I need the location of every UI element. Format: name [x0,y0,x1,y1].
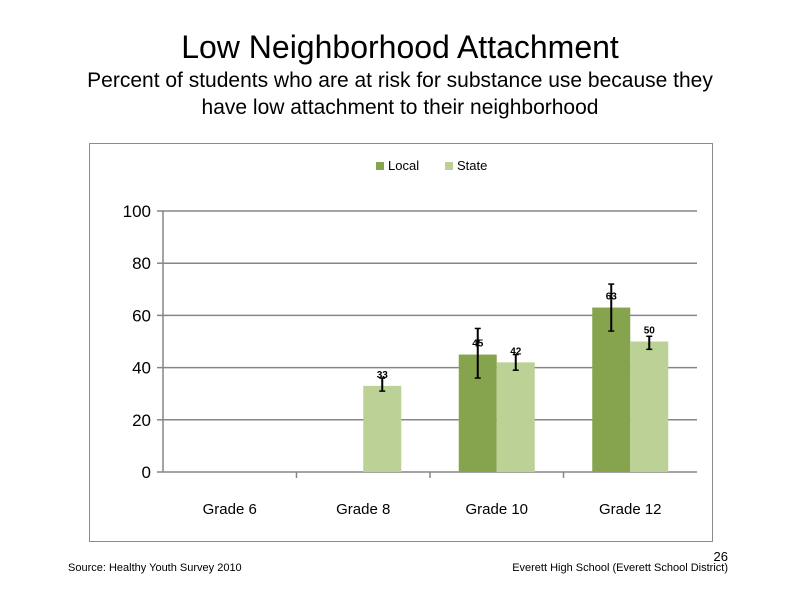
bar-state [630,341,669,472]
y-tick-label: 80 [132,254,151,273]
data-label: 42 [510,346,522,357]
y-tick-label: 40 [132,359,151,378]
y-tick-label: 100 [123,202,151,221]
y-tick-label: 60 [132,306,151,325]
x-tick-label: Grade 12 [599,501,662,518]
x-tick-label: Grade 8 [336,501,390,518]
source-note: Source: Healthy Youth Survey 2010 [68,562,242,574]
data-label: 63 [606,292,618,303]
legend-label-local: Local [388,158,419,173]
legend-swatch-local [376,162,384,170]
legend-label-state: State [457,158,487,173]
data-label: 33 [377,370,389,381]
slide-title: Low Neighborhood Attachment [181,29,619,65]
subtitle-line-1: Percent of students who are at risk for … [87,69,713,92]
bar-chart: 0 20 40 60 80 100 Grade 6 Grade 8 33 Grade 10 45 42… [123,158,697,518]
school-name: Everett High School (Everett School Dist… [512,562,728,574]
bar-state [363,385,402,472]
y-tick-label: 20 [132,411,151,430]
subtitle-line-2: have low attachment to their neighborhoo… [201,96,599,119]
y-tick-label: 0 [142,463,151,482]
data-label: 45 [472,339,484,350]
x-tick-label: Grade 10 [465,501,528,518]
bar-state [496,362,535,472]
x-tick-label: Grade 6 [203,501,257,518]
slide-subtitle: Percent of students who are at risk for … [40,67,760,121]
data-label: 50 [644,326,656,337]
bar-local [592,307,631,472]
chart-frame: 0 20 40 60 80 100 Grade 6 Grade 8 33 Grade 10 45 42… [89,143,713,542]
page-number: 26 [713,549,728,564]
legend-swatch-state [445,162,453,170]
